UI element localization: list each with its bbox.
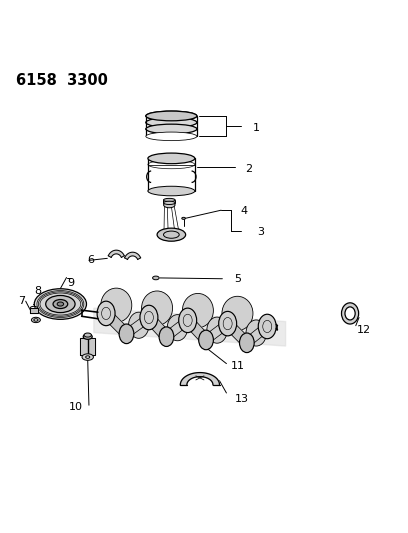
Polygon shape	[119, 318, 156, 334]
Ellipse shape	[153, 276, 159, 280]
Text: 8: 8	[35, 286, 42, 296]
Polygon shape	[159, 320, 195, 337]
Polygon shape	[30, 308, 38, 312]
Ellipse shape	[179, 308, 197, 333]
Polygon shape	[94, 308, 286, 346]
Polygon shape	[239, 327, 275, 343]
Ellipse shape	[142, 291, 173, 325]
Ellipse shape	[146, 111, 197, 121]
Ellipse shape	[146, 124, 197, 134]
Ellipse shape	[182, 217, 185, 220]
Polygon shape	[180, 320, 213, 340]
Ellipse shape	[146, 111, 197, 121]
Text: 11: 11	[231, 361, 244, 372]
Text: 9: 9	[67, 278, 74, 288]
Ellipse shape	[246, 320, 266, 346]
Ellipse shape	[239, 333, 254, 353]
Ellipse shape	[146, 118, 197, 127]
Ellipse shape	[46, 295, 75, 312]
Ellipse shape	[164, 202, 175, 208]
Polygon shape	[99, 313, 134, 334]
Ellipse shape	[83, 334, 92, 340]
Ellipse shape	[199, 330, 213, 350]
Text: 6158  3300: 6158 3300	[16, 72, 108, 88]
Text: 12: 12	[357, 325, 371, 335]
Ellipse shape	[86, 356, 90, 358]
Ellipse shape	[129, 312, 149, 338]
Ellipse shape	[222, 296, 253, 330]
Ellipse shape	[31, 317, 40, 322]
Ellipse shape	[167, 314, 188, 341]
Text: 10: 10	[69, 402, 82, 412]
Ellipse shape	[82, 354, 93, 360]
Text: 5: 5	[235, 274, 242, 284]
Ellipse shape	[157, 228, 186, 241]
Ellipse shape	[159, 327, 174, 346]
Ellipse shape	[101, 288, 132, 322]
Ellipse shape	[258, 314, 276, 338]
Polygon shape	[124, 252, 141, 260]
Ellipse shape	[182, 294, 213, 328]
Ellipse shape	[97, 301, 115, 326]
Text: 13: 13	[235, 394, 248, 404]
Text: 1: 1	[253, 123, 260, 133]
Ellipse shape	[34, 319, 38, 321]
Ellipse shape	[146, 118, 197, 127]
Ellipse shape	[57, 302, 64, 306]
Ellipse shape	[53, 300, 68, 309]
Ellipse shape	[148, 153, 195, 164]
Polygon shape	[199, 324, 235, 340]
Ellipse shape	[84, 333, 91, 337]
Polygon shape	[108, 250, 124, 257]
Text: 2: 2	[245, 164, 252, 174]
Ellipse shape	[164, 201, 175, 205]
Ellipse shape	[146, 125, 197, 133]
Text: 4: 4	[241, 206, 248, 216]
Polygon shape	[180, 373, 220, 385]
Ellipse shape	[148, 186, 195, 196]
Ellipse shape	[341, 303, 359, 324]
Ellipse shape	[34, 289, 86, 319]
Text: 6: 6	[88, 255, 95, 265]
Polygon shape	[220, 324, 254, 343]
Ellipse shape	[164, 198, 175, 201]
Text: 3: 3	[257, 227, 264, 237]
Text: 7: 7	[18, 296, 25, 306]
Ellipse shape	[207, 317, 227, 343]
Ellipse shape	[146, 132, 197, 141]
Ellipse shape	[140, 305, 158, 330]
Ellipse shape	[119, 324, 134, 344]
Ellipse shape	[219, 311, 237, 336]
Ellipse shape	[345, 307, 355, 320]
Polygon shape	[142, 318, 174, 337]
Polygon shape	[80, 338, 95, 356]
